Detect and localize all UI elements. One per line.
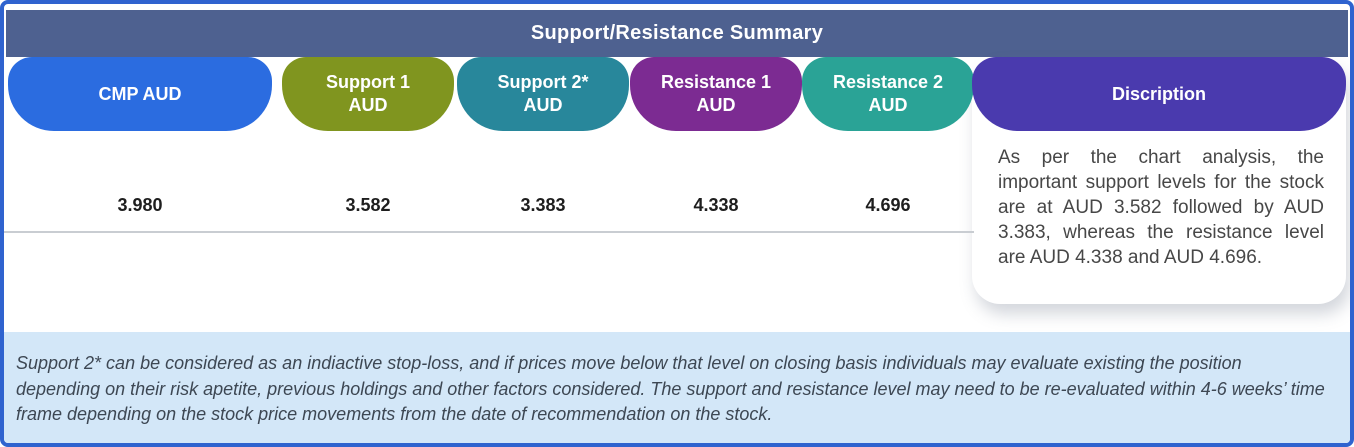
column-header-discription: Discription <box>972 57 1346 131</box>
value-support-1: 3.582 <box>345 195 391 215</box>
value-cmp-aud: 3.980 <box>117 195 163 215</box>
footnote-text: Support 2* can be considered as an india… <box>16 353 1325 424</box>
column-header-label: Resistance 2 AUD <box>832 72 944 115</box>
value-support-2: 3.383 <box>520 195 566 215</box>
footnote-band: Support 2* can be considered as an india… <box>4 332 1350 443</box>
description-text: As per the chart analysis, the important… <box>998 147 1324 268</box>
column-header-label: Discription <box>1111 83 1206 104</box>
column-header-label: Support 1 AUD <box>326 72 410 115</box>
column-header-label: CMP AUD <box>98 83 182 104</box>
table-title-bar: Support/Resistance Summary <box>6 10 1348 57</box>
column-header-support-1: Support 1 AUD <box>282 57 454 131</box>
row-divider-line <box>4 231 974 233</box>
column-header-resistance-2: Resistance 2 AUD <box>802 57 974 131</box>
table-title: Support/Resistance Summary <box>530 22 824 44</box>
column-header-label: Support 2* AUD <box>497 72 589 115</box>
column-header-support-2: Support 2* AUD <box>457 57 629 131</box>
value-resistance-1: 4.338 <box>693 195 739 215</box>
column-header-cmp-aud: CMP AUD <box>8 57 272 131</box>
column-header-label: Resistance 1 AUD <box>660 72 772 115</box>
column-header-resistance-1: Resistance 1 AUD <box>630 57 802 131</box>
value-resistance-2: 4.696 <box>865 195 911 215</box>
